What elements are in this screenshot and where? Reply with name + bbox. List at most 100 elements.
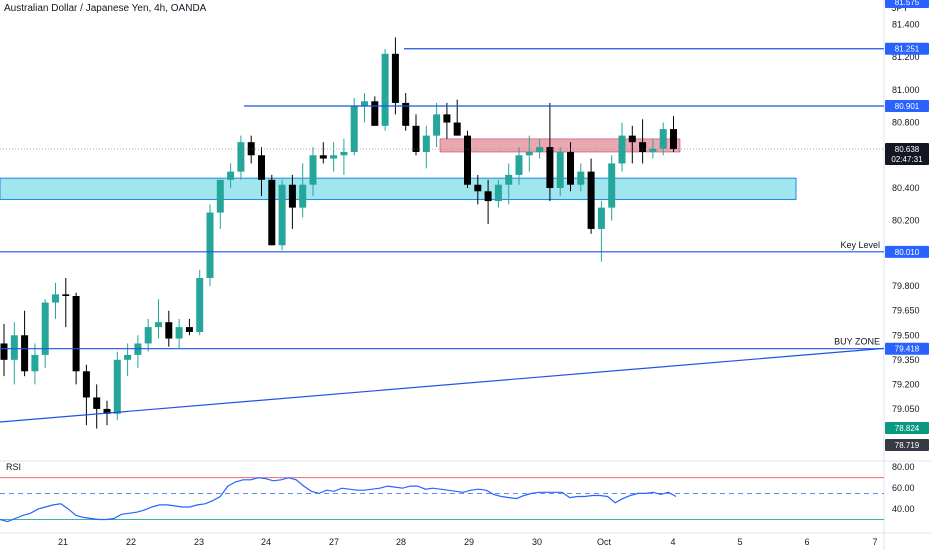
candle-body bbox=[639, 142, 647, 152]
candle-body bbox=[474, 184, 482, 192]
candle-body bbox=[0, 343, 8, 360]
candle-body bbox=[525, 152, 533, 156]
price-tick-label: 79.650 bbox=[892, 306, 920, 316]
price-badges: 81.575 81.251 80.901 80.010 79.418 80.63802:4… bbox=[885, 0, 929, 451]
price-tick-label: 79.500 bbox=[892, 330, 920, 340]
candle-body bbox=[258, 155, 265, 180]
candle-body bbox=[587, 171, 595, 229]
candle-body bbox=[546, 147, 554, 188]
trend-line bbox=[0, 347, 885, 423]
candle-body bbox=[443, 114, 451, 123]
level-price-badge: 80.901 bbox=[895, 102, 920, 111]
candle-body bbox=[361, 101, 368, 107]
dark-price-badge-bg bbox=[885, 439, 929, 451]
price-tick-label: 79.800 bbox=[892, 281, 920, 291]
price-axis: JPY81.40081.20081.00080.80080.40080.2007… bbox=[892, 3, 920, 434]
level-price-badge-bg bbox=[885, 42, 929, 55]
candle-body bbox=[93, 397, 101, 409]
candle-body bbox=[330, 155, 338, 159]
candle-body bbox=[237, 142, 245, 172]
price-tick-label: 81.000 bbox=[892, 85, 920, 95]
level-price-badge: 79.418 bbox=[895, 345, 920, 354]
candle-body bbox=[371, 101, 379, 126]
candle-body bbox=[227, 171, 235, 180]
candle-body bbox=[62, 294, 70, 296]
time-tick-label: 23 bbox=[194, 537, 204, 547]
time-tick-label: 7 bbox=[872, 537, 877, 547]
candle-body bbox=[82, 371, 90, 398]
candle-body bbox=[412, 125, 420, 152]
candle-body bbox=[597, 207, 605, 229]
candle-series bbox=[0, 37, 884, 429]
candle-body bbox=[175, 327, 183, 339]
level-price-badge: 80.010 bbox=[895, 248, 920, 257]
level-price-badge: 81.251 bbox=[895, 45, 920, 54]
chart-zones bbox=[0, 138, 797, 200]
time-tick-label: 6 bbox=[804, 537, 809, 547]
candle-body bbox=[567, 152, 574, 185]
top-price-badge-bg bbox=[885, 0, 929, 8]
candle-body bbox=[288, 184, 296, 208]
countdown-badge: 02:47:31 bbox=[891, 155, 923, 164]
candle-body bbox=[124, 354, 132, 360]
dark-price-badge: 78.719 bbox=[895, 441, 920, 450]
top-price-badge: 81.575 bbox=[895, 0, 920, 7]
time-tick-label: 21 bbox=[58, 537, 68, 547]
price-tick-label: 81.400 bbox=[892, 19, 920, 29]
rsi-tick-label: 60.00 bbox=[892, 483, 915, 493]
candle-body bbox=[72, 296, 80, 372]
rsi-tick-label: 40.00 bbox=[892, 504, 915, 514]
candle-body bbox=[618, 135, 626, 164]
candle-body bbox=[515, 155, 523, 175]
candle-body bbox=[319, 155, 327, 159]
candle-body bbox=[453, 122, 461, 136]
candle-body bbox=[52, 294, 59, 303]
level-price-badge-bg bbox=[885, 245, 929, 258]
level-price-badge-bg bbox=[885, 100, 929, 113]
candle-body bbox=[10, 335, 18, 360]
candle-body bbox=[659, 129, 667, 149]
candle-body bbox=[402, 102, 410, 126]
price-tick-label: 80.800 bbox=[892, 118, 920, 128]
candle-body bbox=[185, 327, 193, 332]
candle-body bbox=[391, 53, 399, 103]
level-price-badge-bg bbox=[885, 342, 929, 355]
candle-body bbox=[278, 184, 286, 246]
candle-body bbox=[608, 163, 616, 208]
rsi-tick-label: 80.00 bbox=[892, 462, 915, 472]
price-tick-label: 80.200 bbox=[892, 216, 920, 226]
rsi-label: RSI bbox=[6, 462, 21, 472]
candle-body bbox=[41, 302, 49, 355]
rsi-panel: RSI 80.00 60.00 40.00 bbox=[0, 462, 915, 523]
price-tick-label: 81.200 bbox=[892, 52, 920, 62]
candle-body bbox=[464, 135, 471, 185]
candle-body bbox=[268, 179, 276, 246]
candle-body bbox=[350, 106, 358, 152]
candle-body bbox=[556, 152, 564, 188]
green-price-badge-bg bbox=[885, 422, 929, 434]
candle-body bbox=[31, 354, 39, 372]
time-tick-label: 4 bbox=[670, 537, 675, 547]
candle-body bbox=[206, 212, 214, 278]
time-tick-label: 27 bbox=[329, 537, 339, 547]
candle-body bbox=[299, 184, 307, 208]
candle-body bbox=[628, 135, 636, 143]
candle-body bbox=[113, 359, 121, 414]
candle-body bbox=[165, 322, 173, 339]
price-tick-label: 80.400 bbox=[892, 183, 920, 193]
candle-body bbox=[577, 171, 585, 185]
candle-body bbox=[484, 191, 492, 202]
time-tick-label: 24 bbox=[261, 537, 271, 547]
candle-body bbox=[21, 335, 29, 372]
candle-body bbox=[196, 278, 204, 332]
price-tick-label: 79.200 bbox=[892, 379, 920, 389]
green-price-badge: 78.824 bbox=[895, 424, 920, 433]
level-lines: Key Level BUY ZONE bbox=[0, 48, 884, 350]
price-tick-label: 79.050 bbox=[892, 404, 920, 414]
chart-title: Australian Dollar / Japanese Yen, 4h, OA… bbox=[4, 3, 207, 14]
candle-body bbox=[247, 142, 255, 156]
candle-body bbox=[381, 53, 389, 126]
candle-body bbox=[422, 135, 430, 152]
